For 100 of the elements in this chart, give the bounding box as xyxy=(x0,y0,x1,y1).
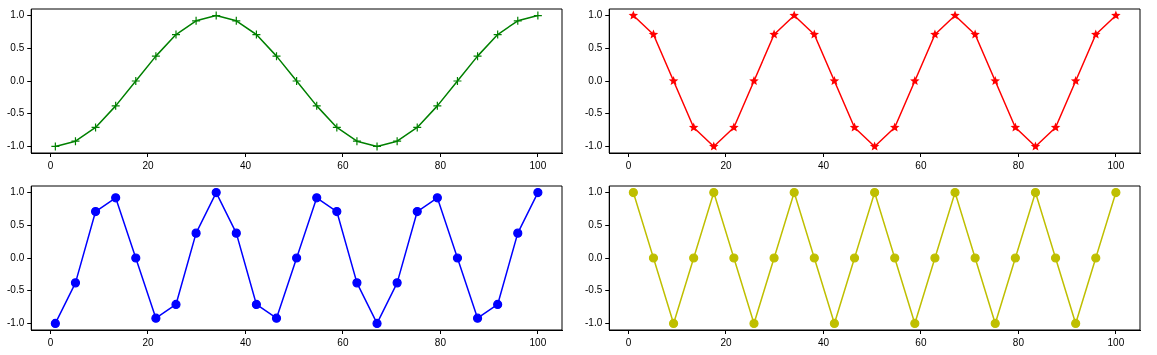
point xyxy=(889,122,900,132)
point xyxy=(171,299,181,310)
point xyxy=(1070,76,1081,86)
point xyxy=(271,51,282,61)
point xyxy=(111,101,121,111)
y-tick-label: 0.5 xyxy=(10,219,25,231)
point xyxy=(769,253,779,263)
point xyxy=(191,228,201,238)
point xyxy=(930,29,940,39)
y-tick-label: 0.0 xyxy=(588,74,603,86)
point xyxy=(70,278,81,288)
point xyxy=(292,253,302,263)
point xyxy=(412,206,422,217)
point xyxy=(392,136,402,146)
x-tick-label: 60 xyxy=(915,159,927,171)
y-tick-label: 0.5 xyxy=(588,42,603,54)
point xyxy=(432,193,442,203)
x-tick-label: 0 xyxy=(625,159,632,171)
point xyxy=(312,101,322,111)
point xyxy=(648,253,659,263)
point xyxy=(1071,318,1081,329)
point xyxy=(689,253,699,263)
x-tick-label: 80 xyxy=(434,336,447,348)
point xyxy=(628,10,639,20)
point xyxy=(729,122,739,132)
point xyxy=(749,318,759,329)
point xyxy=(432,101,442,111)
y-tick-label: -1.0 xyxy=(7,317,25,329)
y-tick-label: -0.5 xyxy=(585,107,603,119)
point xyxy=(372,141,382,152)
point xyxy=(271,313,282,323)
y-tick-label: 1.0 xyxy=(588,186,603,198)
point xyxy=(352,136,362,146)
point xyxy=(890,253,900,263)
y-tick-label: -1.0 xyxy=(585,140,603,152)
point xyxy=(829,318,840,329)
point xyxy=(211,187,221,198)
point xyxy=(990,76,1000,86)
point xyxy=(648,29,659,39)
point xyxy=(292,76,302,86)
y-tick-label: 0.5 xyxy=(588,219,603,231)
y-tick-label: 1.0 xyxy=(10,9,25,21)
point xyxy=(729,253,739,263)
x-tick-label: 100 xyxy=(1107,336,1125,348)
point xyxy=(1030,141,1041,151)
y-tick-label: 0.0 xyxy=(10,74,25,86)
point xyxy=(1010,122,1021,132)
point xyxy=(970,253,980,263)
y-tick-label: -0.5 xyxy=(585,284,603,296)
point xyxy=(628,187,638,198)
x-tick-label: 80 xyxy=(434,159,447,171)
point xyxy=(970,29,980,39)
point xyxy=(1111,10,1121,20)
y-tick-label: 0.0 xyxy=(588,251,603,263)
y-tick-label: 1.0 xyxy=(10,186,25,198)
x-tick-label: 20 xyxy=(720,336,732,348)
point xyxy=(1010,253,1020,263)
point xyxy=(950,187,960,198)
point xyxy=(472,51,483,61)
point xyxy=(191,16,201,26)
point xyxy=(452,253,463,263)
point xyxy=(709,187,719,198)
point xyxy=(829,76,840,86)
point xyxy=(251,299,262,310)
y-tick-label: -1.0 xyxy=(7,140,25,152)
point xyxy=(668,318,679,329)
point xyxy=(769,29,779,39)
y-tick-label: -0.5 xyxy=(7,284,25,296)
point xyxy=(533,187,543,198)
x-tick-label: 100 xyxy=(529,336,547,348)
x-tick-label: 20 xyxy=(720,159,732,171)
point xyxy=(50,318,60,329)
x-tick-label: 60 xyxy=(337,336,349,348)
point xyxy=(849,253,860,263)
point xyxy=(513,228,523,238)
point xyxy=(131,76,141,86)
point xyxy=(869,141,880,151)
x-tick-label: 0 xyxy=(47,336,54,348)
point xyxy=(809,29,820,39)
point xyxy=(709,141,719,151)
point xyxy=(1030,187,1041,198)
y-tick-label: 0.5 xyxy=(10,42,25,54)
y-tick-label: 1.0 xyxy=(588,9,603,21)
point xyxy=(1050,122,1061,132)
x-tick-label: 40 xyxy=(239,159,252,171)
x-tick-label: 60 xyxy=(915,336,927,348)
x-tick-label: 80 xyxy=(1012,159,1025,171)
point xyxy=(231,228,241,238)
point xyxy=(332,206,342,217)
point xyxy=(392,278,402,288)
y-tick-label: -0.5 xyxy=(7,107,25,119)
point xyxy=(171,29,181,40)
point xyxy=(910,318,920,329)
point xyxy=(312,193,322,203)
point xyxy=(910,76,920,86)
x-tick-label: 0 xyxy=(625,336,632,348)
x-tick-label: 80 xyxy=(1012,336,1025,348)
point xyxy=(151,51,161,61)
x-tick-label: 0 xyxy=(47,159,54,171)
x-tick-label: 20 xyxy=(142,159,154,171)
